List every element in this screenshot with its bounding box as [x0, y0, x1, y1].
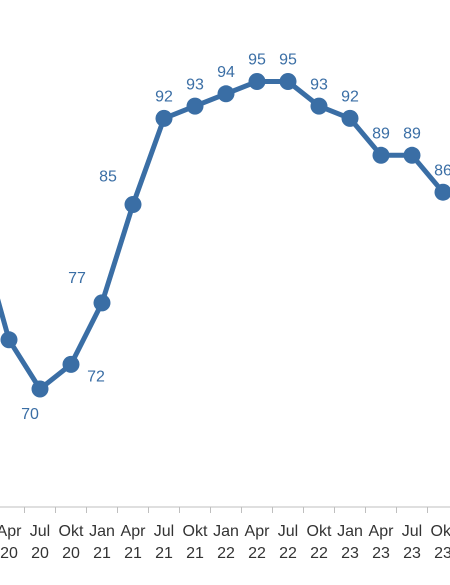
data-point — [93, 294, 111, 312]
x-tick-label-year: 22 — [279, 545, 297, 562]
data-point — [310, 97, 328, 115]
x-tick-label-month: Jan — [89, 523, 115, 540]
x-tick-label-year: 20 — [31, 545, 49, 562]
data-point — [124, 196, 142, 213]
x-tick-label-month: Okt — [431, 523, 450, 540]
x-axis-ticks — [24, 507, 428, 513]
data-label: 95 — [279, 52, 297, 69]
x-tick-label-year: 20 — [0, 545, 18, 562]
x-tick-label-month: Okt — [59, 523, 84, 540]
x-tick-label-month: Apr — [369, 523, 395, 540]
x-tick-label-month: Apr — [245, 523, 271, 540]
x-tick-label-month: Jan — [213, 523, 239, 540]
x-tick-label-year: 23 — [341, 545, 359, 562]
x-tick-label-month: Okt — [183, 523, 208, 540]
data-point — [31, 380, 49, 398]
data-point — [62, 355, 80, 373]
data-label: 77 — [68, 270, 86, 287]
x-tick-label-month: Apr — [121, 523, 147, 540]
data-point — [0, 331, 18, 349]
x-tick-label-year: 20 — [62, 545, 80, 562]
data-label: 95 — [248, 52, 266, 69]
x-tick-label-month: Jan — [337, 523, 363, 540]
x-tick-label-year: 23 — [403, 545, 421, 562]
data-point — [341, 109, 359, 127]
x-tick-label-month: Okt — [307, 523, 332, 540]
x-tick-label-month: Jul — [30, 523, 50, 540]
x-tick-label-year: 21 — [186, 545, 204, 562]
x-tick-label-year: 21 — [124, 545, 142, 562]
data-point — [248, 73, 266, 90]
x-tick-label-year: 21 — [155, 545, 173, 562]
data-label: 86 — [434, 162, 450, 179]
data-label: 93 — [310, 76, 328, 93]
x-tick-label-month: Apr — [0, 523, 22, 540]
x-tick-label-year: 23 — [372, 545, 390, 562]
data-points — [0, 73, 450, 398]
data-label: 92 — [341, 89, 359, 106]
data-label: 92 — [155, 89, 173, 106]
x-tick-label-year: 22 — [217, 545, 235, 562]
x-tick-labels: Apr 20 Jul 20 Okt 20 Jan 21 Apr 21 Jul 21 Okt 21 Jan 22… — [0, 523, 450, 562]
data-point — [279, 73, 297, 90]
data-point — [155, 109, 173, 127]
data-point — [434, 183, 450, 201]
data-point — [186, 97, 204, 115]
data-label: 89 — [403, 126, 421, 143]
data-labels: 70 72 77 85 92 93 94 95 95 93 92 89 89 86 — [21, 52, 450, 424]
data-point — [217, 85, 235, 103]
x-tick-label-year: 21 — [93, 545, 111, 562]
x-tick-label-month: Jul — [154, 523, 174, 540]
data-point — [372, 146, 390, 164]
x-tick-label-year: 22 — [310, 545, 328, 562]
x-tick-label-year: 23 — [434, 545, 450, 562]
data-label: 70 — [21, 406, 39, 423]
data-label: 72 — [87, 369, 105, 386]
x-tick-label-year: 22 — [248, 545, 266, 562]
data-label: 93 — [186, 76, 204, 93]
series-line — [0, 79, 445, 392]
x-tick-label-month: Jul — [402, 523, 422, 540]
data-label: 94 — [217, 64, 235, 81]
data-label: 89 — [372, 126, 390, 143]
x-tick-label-month: Jul — [278, 523, 298, 540]
data-label: 85 — [99, 169, 117, 186]
data-point — [403, 146, 421, 164]
